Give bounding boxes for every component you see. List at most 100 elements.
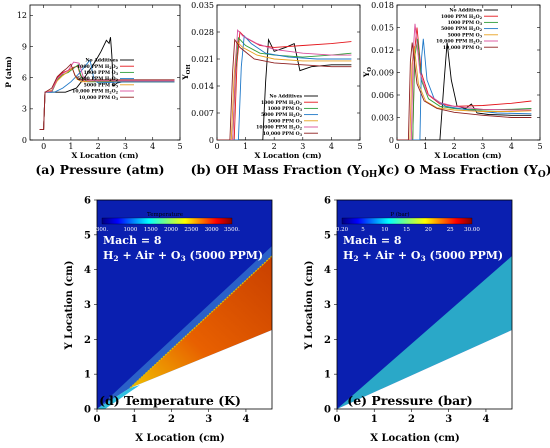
panel-caption: (a) Pressure (atm) bbox=[35, 162, 164, 177]
series-line bbox=[397, 46, 532, 140]
axis-ticks: 0 1 2 3 4 0 1 2 3 4 5 6 bbox=[84, 196, 249, 426]
colorbar-label: P (bar) bbox=[390, 211, 409, 218]
mixture-annotation: H2 + Air + O3 (5000 PPM) bbox=[343, 249, 503, 263]
y-tick-label: 0.021 bbox=[191, 55, 214, 64]
panel-caption: (e) Pressure (bar) bbox=[347, 393, 472, 408]
x-tick-label: 4 bbox=[242, 414, 249, 425]
legend-entry-label: 1000 PPM H2O2 bbox=[261, 100, 303, 106]
mixture-annotation: H2 + Air + O3 (5000 PPM) bbox=[103, 249, 263, 263]
x-tick-label: 2 bbox=[408, 414, 415, 425]
induction-region bbox=[97, 385, 140, 409]
colorbar-tick-label: 1000 bbox=[123, 227, 137, 233]
x-tick-label: 1 bbox=[371, 414, 378, 425]
y-tick-label: 0.003 bbox=[371, 113, 394, 122]
x-axis-label: X Location (cm) bbox=[254, 151, 321, 160]
legend-entry-label: 10,000 PPM O3 bbox=[79, 95, 119, 101]
flame-front-line bbox=[129, 255, 272, 389]
plot-frame bbox=[29, 4, 181, 141]
y-tick-label: 4 bbox=[84, 265, 91, 276]
x-tick-label: 3 bbox=[445, 414, 452, 425]
legend-entry-label: 1000 PPM O3 bbox=[448, 20, 483, 26]
series-line bbox=[217, 28, 352, 140]
y-tick-label: 0.014 bbox=[191, 82, 214, 91]
y-tick-label: 4 bbox=[324, 265, 331, 276]
x-tick-label: 4 bbox=[150, 142, 155, 151]
series-line bbox=[39, 63, 175, 131]
y-axis-label: P (atm) bbox=[4, 56, 13, 88]
colorbar-tick-label: 0.20 bbox=[336, 227, 349, 233]
legend-entry-label: 5000 PPM H2O2 bbox=[441, 26, 483, 32]
y-tick-label: 3 bbox=[22, 105, 27, 114]
x-tick-label: 4 bbox=[329, 142, 334, 151]
x-tick-label: 5 bbox=[177, 142, 182, 151]
series-group bbox=[397, 23, 532, 140]
post-shock-region bbox=[337, 256, 512, 409]
x-axis-label: X Location (cm) bbox=[135, 433, 224, 444]
colorbar-ticks: 300. 1000 1500 2000 2500 3000 3500. bbox=[96, 227, 240, 233]
x-tick-label: 3 bbox=[480, 142, 485, 151]
y-tick-label: 9 bbox=[22, 42, 27, 51]
colorbar-tick-label: 3500. bbox=[224, 227, 240, 233]
panel-caption: (d) Temperature (K) bbox=[99, 393, 241, 408]
x-tick-label: 1 bbox=[131, 414, 138, 425]
y-tick-label: 0.028 bbox=[191, 28, 214, 37]
y-axis-label: Y Location (cm) bbox=[64, 261, 75, 351]
x-tick-label: 5 bbox=[357, 142, 362, 151]
series-line bbox=[39, 61, 175, 131]
y-tick-label: 2 bbox=[324, 335, 331, 346]
colorbar-tick-label: 3000 bbox=[205, 227, 219, 233]
y-tick-label: 0.015 bbox=[371, 23, 394, 32]
y-tick-label: 5 bbox=[324, 230, 331, 241]
x-axis-label: X Location (cm) bbox=[370, 433, 459, 444]
wedge-surface bbox=[97, 330, 272, 409]
colorbar-tick-label: 5 bbox=[361, 227, 365, 233]
oh-mass-fraction-line-chart: 0 1 2 3 4 5 0 0.007 0.014 0.021 0.028 0.035 No Addi… bbox=[181, 1, 383, 180]
colorbar-tick-label: 20 bbox=[425, 227, 432, 233]
legend-entry-label: 10,000 PPM O3 bbox=[443, 45, 483, 51]
colorbar-tick-label: 30.00 bbox=[464, 227, 480, 233]
axis-ticks: 0 1 2 3 4 5 0 0.007 0.014 0.021 0.028 0.035 bbox=[191, 1, 362, 151]
y-tick-label: 1 bbox=[324, 370, 331, 381]
legend-entry-label: 10,000 PPM H2O2 bbox=[72, 89, 119, 95]
colorbar-ticks: 0.20 5 10 15 20 25 30.00 bbox=[336, 227, 480, 233]
legend-entry-label: 5000 PPM H2O2 bbox=[77, 76, 119, 82]
series-line bbox=[217, 34, 352, 140]
legend-entry-label: No Additives bbox=[449, 8, 482, 14]
colorbar-tick-label: 2000 bbox=[164, 227, 178, 233]
y-tick-label: 0.007 bbox=[191, 109, 214, 118]
x-axis-label: X Location (cm) bbox=[434, 151, 501, 160]
temperature-contour: 0 1 2 3 4 0 1 2 3 4 5 6 Temperature 300. 1000 1500 200… bbox=[64, 196, 273, 444]
y-tick-label: 0.009 bbox=[371, 68, 394, 77]
x-tick-label: 1 bbox=[68, 142, 73, 151]
y-tick-label: 0.006 bbox=[371, 91, 394, 100]
series-group bbox=[39, 37, 175, 131]
x-axis-label: X Location (cm) bbox=[71, 151, 138, 160]
y-tick-label: 6 bbox=[324, 196, 331, 207]
y-axis-label: YOH bbox=[181, 64, 192, 80]
y-tick-label: 0 bbox=[209, 136, 214, 145]
x-tick-label: 1 bbox=[243, 142, 248, 151]
colorbar-tick-label: 1500 bbox=[144, 227, 158, 233]
x-tick-label: 3 bbox=[300, 142, 305, 151]
axis-ticks: 0 1 2 3 4 5 0 0.003 0.006 0.009 0.012 0.015 0.018 bbox=[371, 1, 542, 151]
colorbar-tick-label: 25 bbox=[447, 227, 454, 233]
y-tick-label: 0.018 bbox=[371, 1, 394, 10]
panel-caption: (c) O Mass Fraction (YO) bbox=[380, 162, 550, 180]
y-tick-label: 3 bbox=[84, 300, 91, 311]
y-tick-label: 3 bbox=[324, 300, 331, 311]
colorbar-label: Temperature bbox=[147, 212, 183, 218]
colorbar bbox=[341, 217, 473, 225]
legend-entry-label: 10,000 PPM H2O2 bbox=[256, 125, 303, 131]
y-axis-label: YO bbox=[362, 67, 373, 78]
series-group bbox=[217, 28, 352, 140]
legend-entry-label: 10,000 PPM O3 bbox=[263, 131, 303, 137]
legend-entry-label: 1000 PPM H2O2 bbox=[77, 64, 119, 70]
x-tick-label: 2 bbox=[272, 142, 277, 151]
y-tick-label: 5 bbox=[84, 230, 91, 241]
